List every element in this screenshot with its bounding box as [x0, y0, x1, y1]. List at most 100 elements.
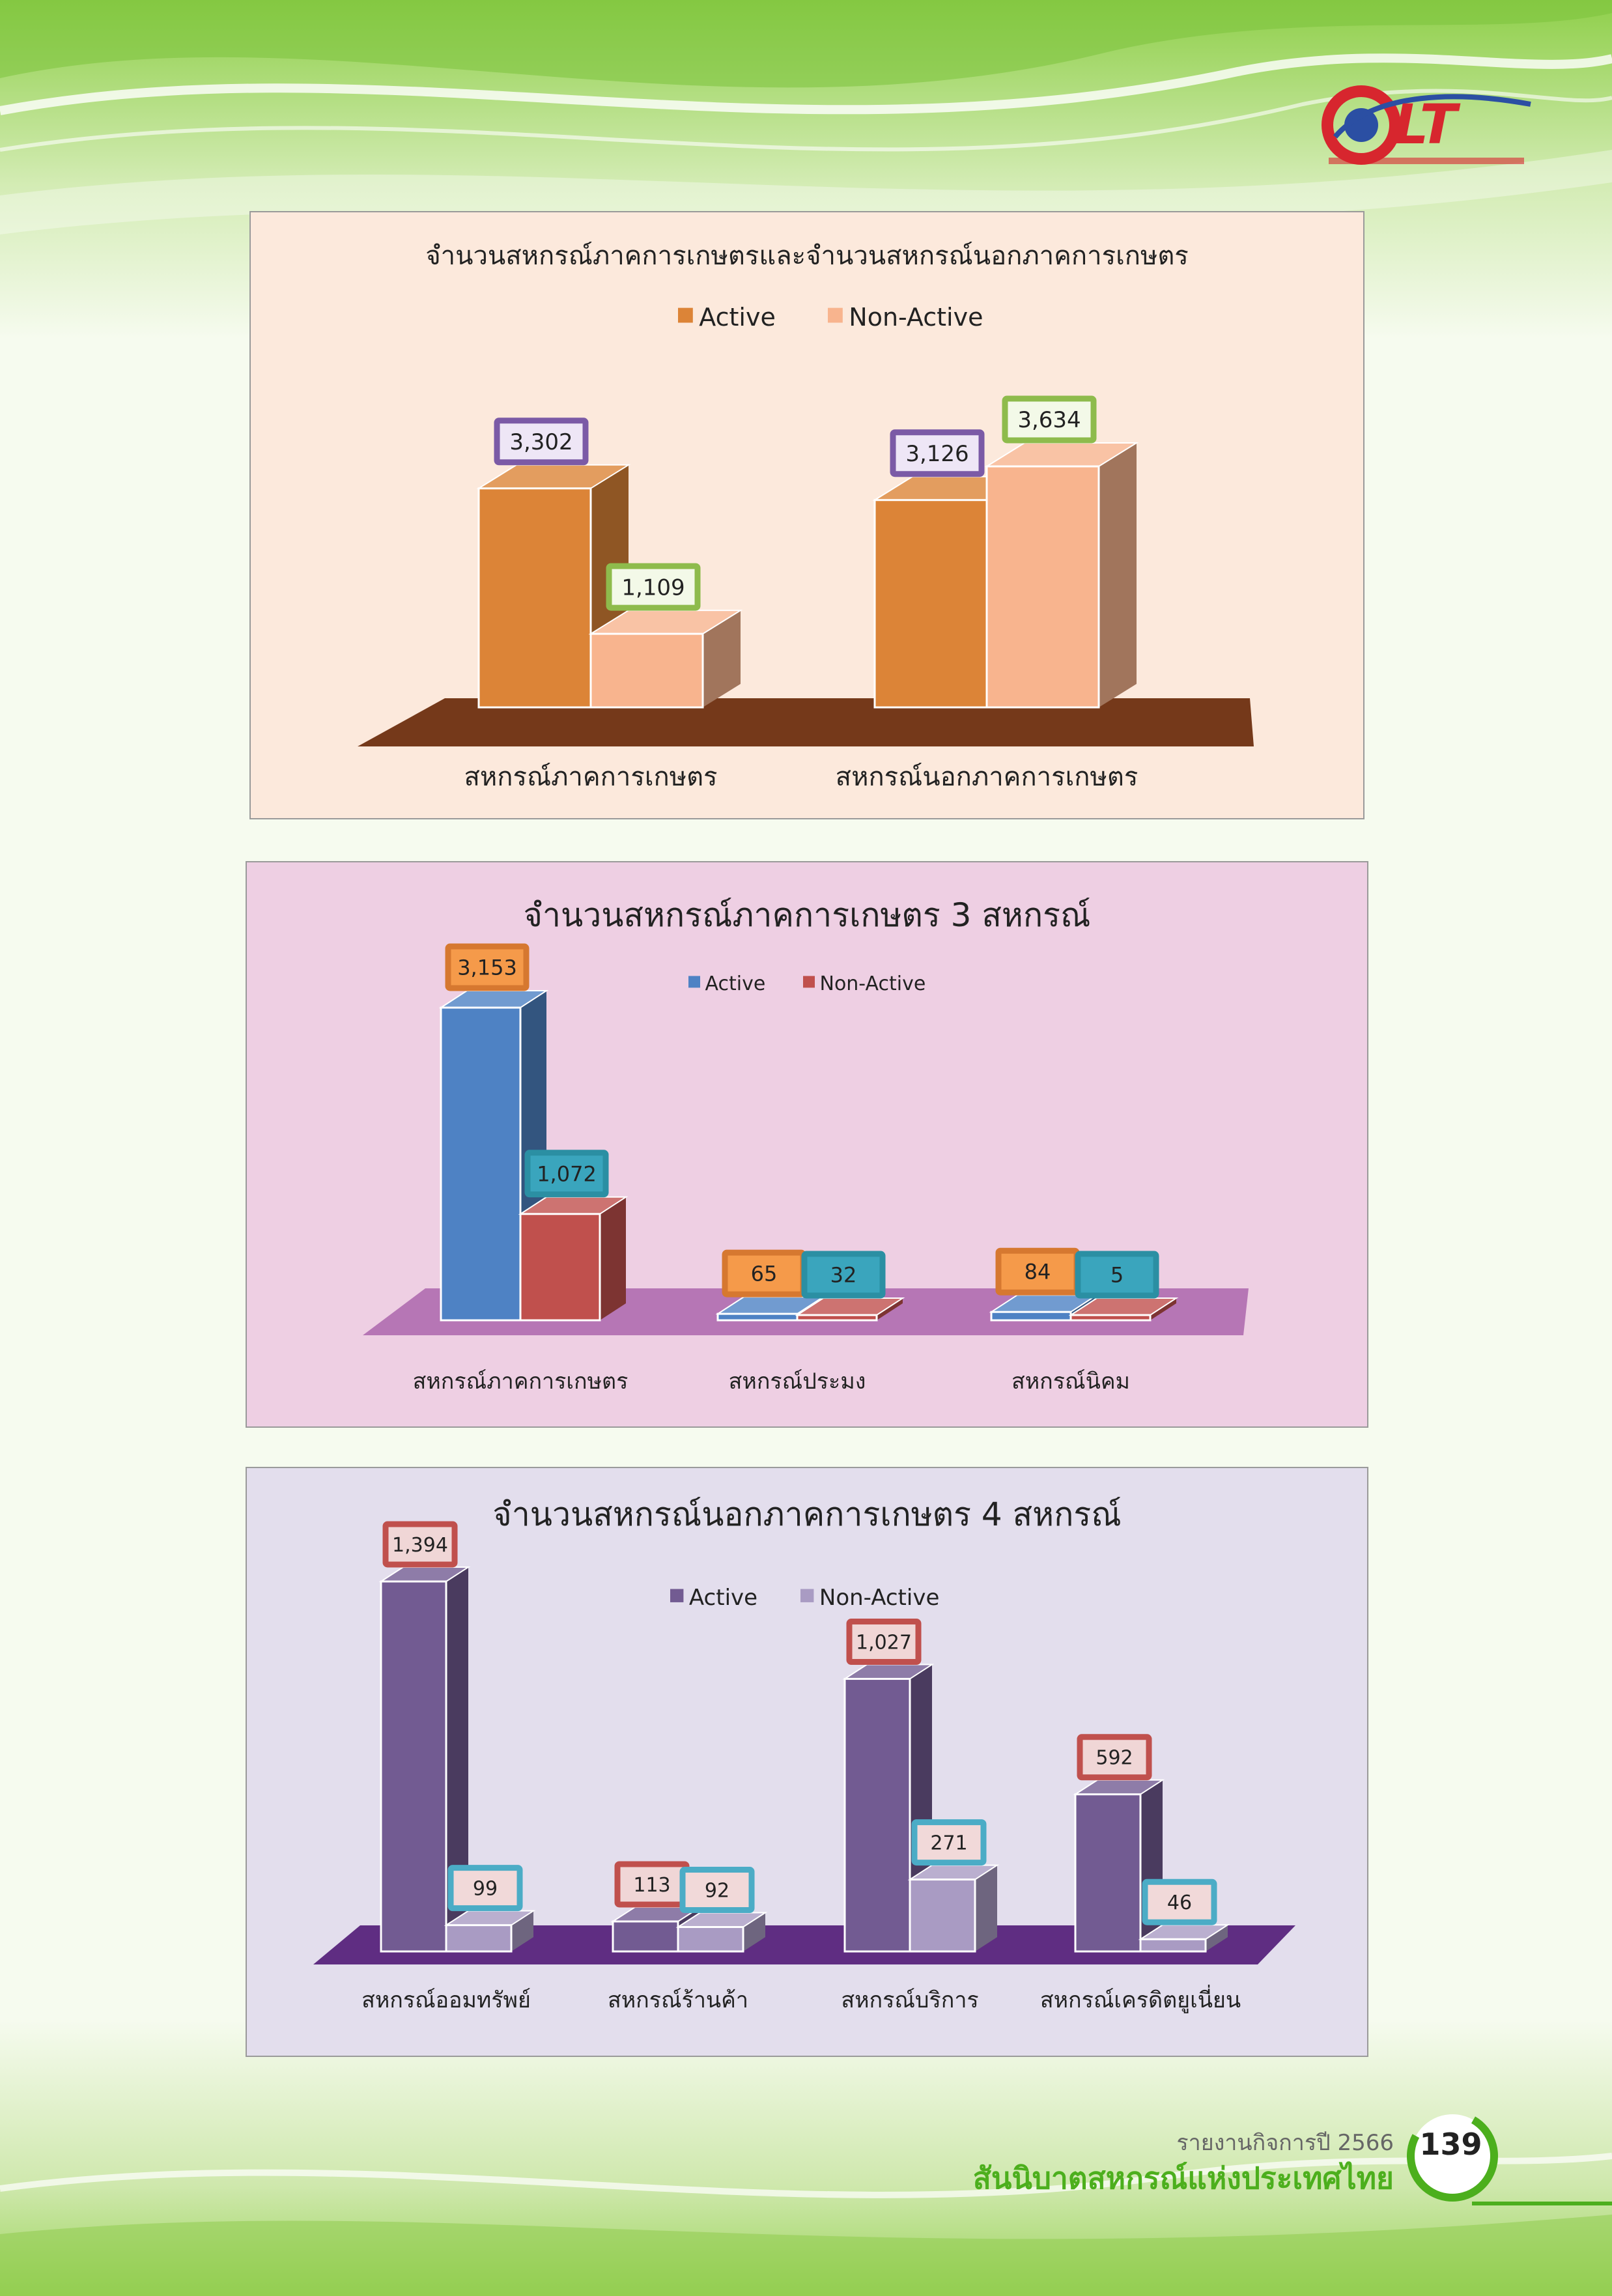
- data-label-0-1-0: 3,126: [905, 441, 969, 467]
- data-label-box-0-1-0: [890, 429, 985, 477]
- bar-front: [990, 1311, 1072, 1322]
- bar-front: [1139, 1938, 1207, 1953]
- data-label-1-2-1: 5: [1110, 1263, 1124, 1288]
- bar-front: [589, 632, 704, 709]
- data-label-2-3-0: 592: [1096, 1747, 1133, 1770]
- bar-1-0-1: [518, 1196, 629, 1322]
- bar-front: [440, 1006, 522, 1322]
- bar-2-0-0: [378, 1566, 471, 1953]
- bar-side: [1206, 1925, 1228, 1951]
- data-label-box-2-0-1: [447, 1865, 523, 1912]
- bar-1-1-1: [795, 1297, 905, 1322]
- data-label-2-0-0: 1,394: [392, 1534, 448, 1557]
- data-label-box-2-2-0: [846, 1619, 922, 1665]
- page-number-ring: [1407, 2110, 1498, 2202]
- data-label-1-2-0: 84: [1025, 1260, 1051, 1284]
- bar-front: [873, 499, 988, 709]
- bar-front: [380, 1580, 447, 1953]
- bar-2-1-1: [675, 1912, 768, 1953]
- bar-side: [446, 1567, 468, 1951]
- data-label-box-0-0-0: [494, 418, 589, 466]
- chart-title: จำนวนสหกรณ์ภาคการเกษตร 3 สหกรณ์: [524, 896, 1091, 934]
- chart-agri-3-types: จำนวนสหกรณ์ภาคการเกษตร 3 สหกรณ์ Active Non…: [246, 861, 1368, 1428]
- chart-floor: [358, 698, 1254, 746]
- bar-front: [445, 1924, 513, 1953]
- category-label-0-1: สหกรณ์นอกภาคการเกษตร: [836, 762, 1138, 792]
- data-label-2-0-1: 99: [473, 1877, 498, 1900]
- chart-nonagri-4-types: จำนวนสหกรณ์นอกภาคการเกษตร 4 สหกรณ์ Active…: [246, 1467, 1368, 2057]
- data-label-0-0-1: 1,109: [621, 574, 685, 601]
- data-label-box-1-1-1: [801, 1251, 886, 1299]
- data-label-2-2-0: 1,027: [856, 1631, 912, 1654]
- bar-side: [600, 1197, 626, 1320]
- legend-label-0: Active: [705, 972, 766, 995]
- legend-swatch-1: [803, 976, 815, 988]
- footer-report-year: รายงานกิจการปี 2566: [1176, 2130, 1394, 2156]
- footer-wave-background: [0, 2019, 1612, 2296]
- legend-label-0: Active: [699, 303, 776, 332]
- chart-agri-vs-nonagri: จำนวนสหกรณ์ภาคการเกษตรและจำนวนสหกรณ์นอกภ…: [249, 211, 1365, 819]
- data-label-1-0-1: 1,072: [537, 1161, 597, 1186]
- bar-front: [1074, 1793, 1142, 1953]
- page-number: 139: [1419, 2127, 1482, 2162]
- bar-side: [511, 1910, 533, 1951]
- bar-0-1-1: [984, 442, 1139, 709]
- bar-front: [519, 1213, 601, 1322]
- data-label-2-2-1: 271: [930, 1832, 967, 1854]
- chart-svg-1: จำนวนสหกรณ์ภาคการเกษตร 3 สหกรณ์ Active Non…: [246, 861, 1368, 1428]
- category-label-2-2: สหกรณ์บริการ: [841, 1987, 978, 2013]
- bar-side: [1150, 1298, 1176, 1320]
- bar-front: [796, 1314, 878, 1322]
- svg-text:LT: LT: [1394, 92, 1461, 156]
- data-label-0-1-1: 3,634: [1017, 407, 1081, 433]
- bar-2-0-1: [444, 1910, 536, 1953]
- legend-label-1: Non-Active: [819, 1585, 939, 1611]
- bar-2-2-1: [907, 1864, 1000, 1953]
- legend-label-1: Non-Active: [820, 972, 926, 995]
- category-label-2-3: สหกรณ์เครดิตยูเนี่ยน: [1040, 1985, 1241, 2013]
- bar-front: [612, 1920, 679, 1953]
- bar-front: [1069, 1314, 1152, 1322]
- bar-side: [1140, 1779, 1163, 1951]
- bar-front: [909, 1878, 976, 1953]
- bar-side: [1099, 443, 1137, 707]
- data-label-2-1-1: 92: [705, 1879, 729, 1902]
- data-label-0-0-0: 3,302: [509, 429, 573, 455]
- data-label-box-2-3-0: [1077, 1734, 1152, 1781]
- data-label-box-2-2-1: [911, 1819, 987, 1866]
- bar-1-2-1: [1068, 1297, 1179, 1322]
- bar-side: [975, 1865, 997, 1951]
- bar-side: [703, 610, 741, 707]
- footer-org-name: สันนิบาตสหกรณ์แห่งประเทศไทย: [972, 2161, 1394, 2196]
- bar-front: [716, 1312, 799, 1322]
- legend-swatch-0: [670, 1589, 684, 1602]
- bar-front: [985, 465, 1100, 709]
- data-label-box-0-1-1: [1002, 395, 1097, 444]
- bar-front: [843, 1678, 911, 1953]
- legend-label-1: Non-Active: [849, 303, 983, 332]
- data-label-box-2-3-1: [1142, 1878, 1217, 1925]
- legend-swatch-1: [800, 1589, 814, 1602]
- data-label-1-1-0: 65: [751, 1262, 778, 1286]
- chart-title: จำนวนสหกรณ์นอกภาคการเกษตร 4 สหกรณ์: [492, 1495, 1121, 1533]
- bar-2-3-1: [1138, 1924, 1230, 1953]
- category-label-1-0: สหกรณ์ภาคการเกษตร: [413, 1368, 629, 1395]
- data-label-2-1-0: 113: [633, 1874, 670, 1897]
- data-label-box-1-2-1: [1075, 1251, 1159, 1299]
- chart-svg-2: จำนวนสหกรณ์นอกภาคการเกษตร 4 สหกรณ์ Active…: [246, 1467, 1368, 2057]
- data-label-box-0-0-1: [606, 563, 701, 611]
- bar-front: [477, 487, 592, 709]
- data-label-box-2-1-1: [679, 1867, 755, 1914]
- legend-label-0: Active: [689, 1585, 757, 1611]
- category-label-1-2: สหกรณ์นิคม: [1011, 1368, 1130, 1395]
- legend-swatch-1: [828, 307, 843, 323]
- bar-side: [743, 1912, 765, 1951]
- data-label-box-2-0-0: [382, 1521, 458, 1568]
- data-label-box-1-0-0: [445, 943, 530, 991]
- data-label-1-1-1: 32: [830, 1263, 857, 1288]
- bar-side: [877, 1298, 903, 1320]
- legend-swatch-0: [688, 976, 700, 988]
- bar-2-3-0: [1073, 1779, 1165, 1953]
- legend-swatch-0: [678, 307, 693, 323]
- chart-background: [246, 861, 1368, 1428]
